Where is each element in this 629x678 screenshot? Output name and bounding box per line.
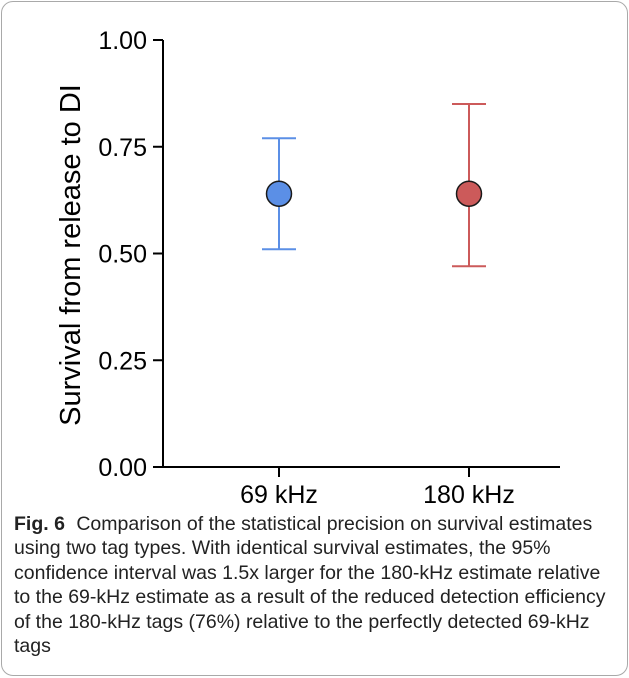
x-tick-label: 180 kHz [423, 481, 515, 509]
survival-chart: 0.00 0.25 0.50 0.75 1.00 69 kHz 180 kHz Surviv… [55, 27, 560, 509]
y-tick-label: 0.00 [98, 454, 147, 482]
x-tick-label: 69 kHz [240, 481, 318, 509]
y-tick-label: 0.50 [98, 241, 147, 269]
y-tick-label: 1.00 [98, 27, 147, 55]
estimate-point [455, 180, 483, 207]
y-tick-label: 0.25 [98, 347, 147, 375]
caption-text: Comparison of the statistical precision … [14, 513, 606, 658]
estimate-point [265, 180, 293, 207]
chart-axes: 0.00 0.25 0.50 0.75 1.00 69 kHz 180 kHz [98, 27, 560, 509]
y-axis-label: Survival from release to DI [55, 84, 87, 426]
y-tick-label: 0.75 [98, 134, 147, 162]
chart-marks [262, 103, 486, 268]
figure-caption: Fig. 6 Comparison of the statistical pre… [14, 512, 618, 658]
caption-label: Fig. 6 [14, 513, 65, 535]
